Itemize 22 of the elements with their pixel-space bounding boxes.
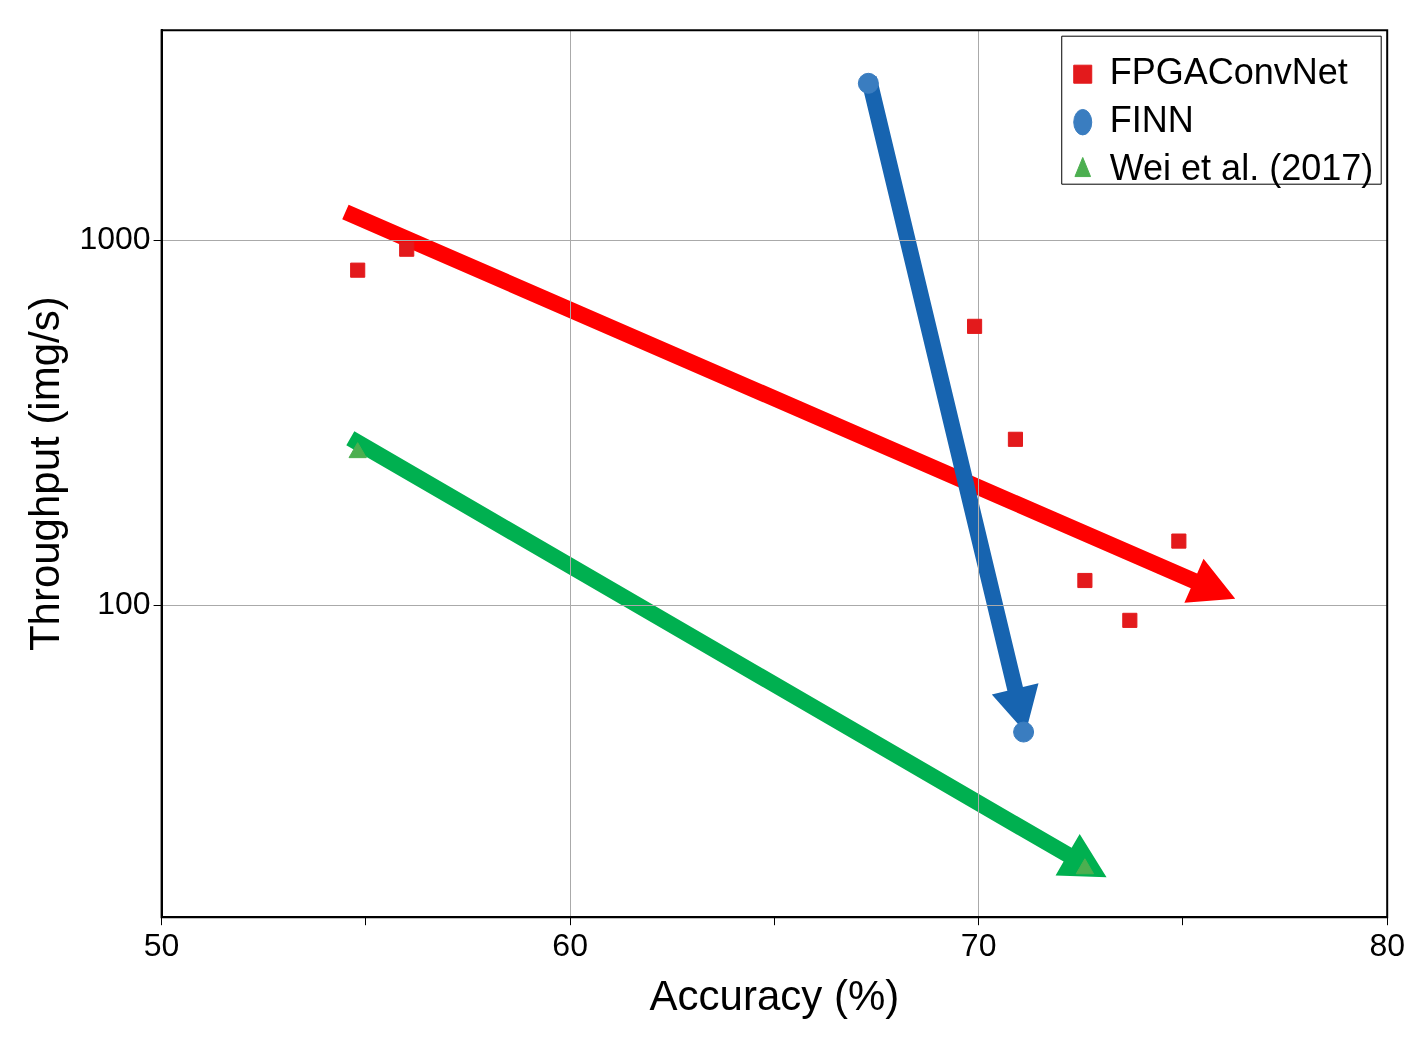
point	[1122, 612, 1138, 628]
legend-label: Wei et al. (2017)	[1109, 147, 1374, 189]
y-axis-title: Throughput (img/s)	[20, 296, 68, 652]
point	[1007, 431, 1023, 447]
point	[1013, 721, 1035, 743]
legend-label: FINN	[1109, 99, 1194, 141]
y-tick-label: 100	[97, 585, 151, 622]
legend-label: FPGAConvNet	[1109, 51, 1348, 93]
point	[399, 241, 415, 257]
x-tick-label: 80	[1369, 927, 1405, 964]
point	[348, 442, 367, 459]
point	[1077, 572, 1093, 589]
x-tick-label: 70	[960, 927, 997, 964]
x-axis-title: Accuracy (%)	[649, 972, 900, 1020]
x-tick-label: 60	[552, 927, 588, 964]
point	[857, 72, 879, 94]
point	[967, 318, 983, 334]
point	[1075, 858, 1095, 875]
point	[1171, 533, 1187, 549]
y-tick-label: 1000	[79, 220, 151, 257]
x-tick-label: 50	[143, 927, 180, 964]
point	[350, 262, 366, 278]
